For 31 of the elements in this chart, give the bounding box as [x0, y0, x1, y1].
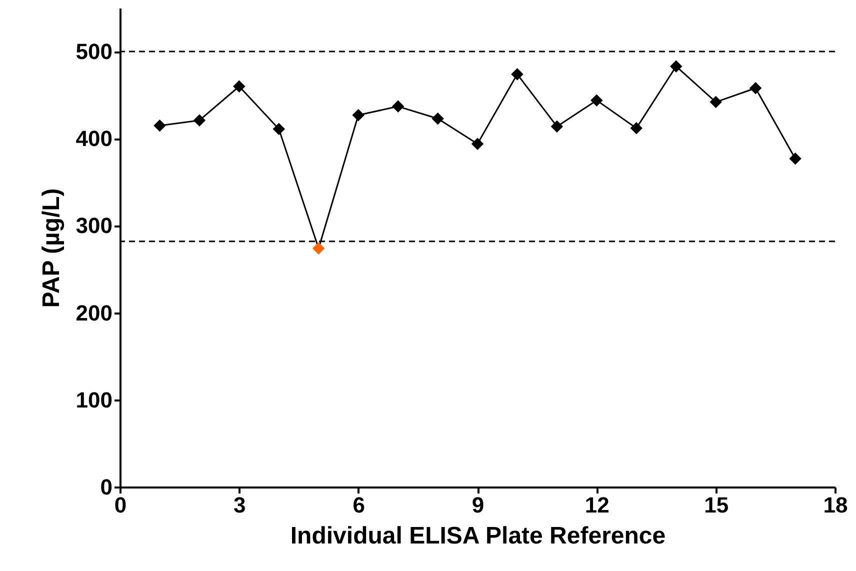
x-tick-label: 15 [704, 492, 729, 518]
point [352, 109, 364, 122]
point [550, 120, 564, 133]
point [749, 82, 762, 94]
point [432, 112, 444, 125]
point [630, 122, 643, 134]
x-tick-label: 12 [584, 492, 610, 518]
y-tick-label: 100 [76, 387, 112, 412]
x-tick-label: 6 [352, 492, 365, 518]
y-axis-title: PAP (µg/L) [38, 188, 65, 308]
x-tick-label: 18 [823, 492, 848, 518]
x-axis-title: Individual ELISA Plate Reference [290, 522, 666, 550]
point [392, 100, 404, 113]
point [590, 94, 603, 106]
y-tick-label: 300 [76, 213, 112, 238]
point [154, 119, 166, 132]
x-tick-label: 3 [234, 492, 246, 518]
point [312, 242, 325, 254]
point [471, 138, 484, 150]
y-tick-label: 200 [76, 300, 112, 326]
x-tick-label: 9 [472, 492, 484, 518]
point [193, 114, 206, 126]
point [789, 152, 802, 165]
point [670, 60, 682, 72]
point [511, 68, 524, 80]
y-tick-label: 400 [76, 126, 112, 152]
y-tick-label: 500 [76, 39, 112, 64]
point [710, 96, 722, 108]
y-tick-label: 0 [100, 474, 112, 500]
point [272, 122, 286, 136]
point [233, 80, 246, 93]
